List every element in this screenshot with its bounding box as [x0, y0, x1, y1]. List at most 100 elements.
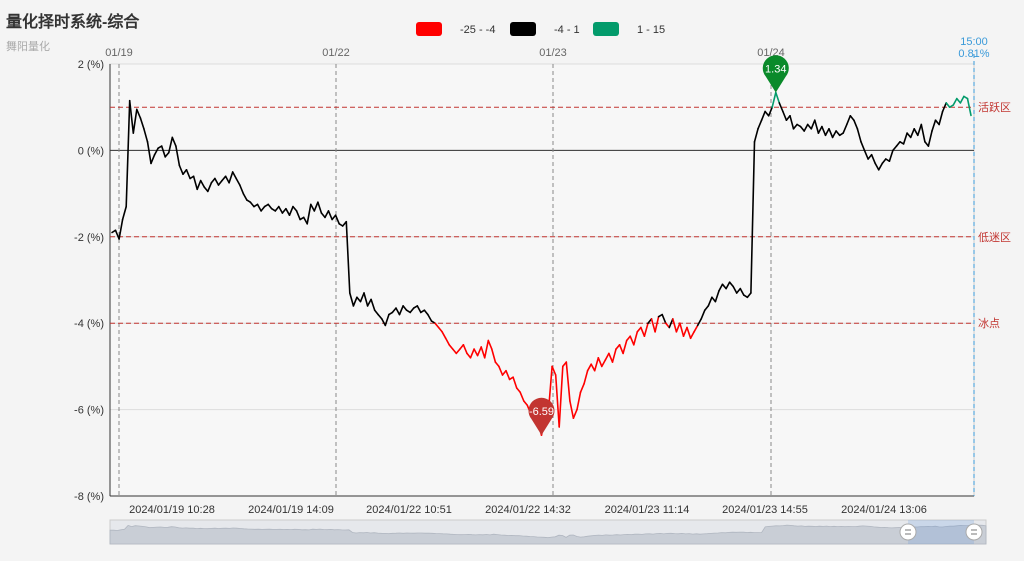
series-segment	[118, 218, 124, 240]
day-marker-label: 01/23	[539, 47, 567, 59]
datazoom-handle-left[interactable]	[899, 523, 917, 541]
series-segment	[767, 106, 774, 117]
series-segment	[764, 110, 770, 117]
series-segment	[682, 326, 688, 338]
series-segment	[813, 119, 820, 134]
series-segment	[139, 117, 145, 130]
series-segment	[480, 346, 486, 359]
series-segment	[515, 387, 522, 394]
series-segment	[842, 123, 848, 134]
series-segment	[210, 177, 216, 184]
series-segment	[750, 141, 756, 294]
series-segment	[668, 318, 674, 329]
series-segment	[622, 339, 628, 355]
series-segment	[618, 343, 624, 355]
series-segment	[519, 391, 525, 402]
x-tick-label: 2024/01/23 11:14	[605, 504, 690, 516]
datazoom-handle-right[interactable]	[965, 523, 983, 541]
current-time-label: 15:00	[960, 36, 988, 48]
series-segment	[490, 348, 497, 363]
series-segment	[952, 97, 958, 106]
series-segment	[306, 203, 312, 225]
series-segment	[650, 318, 656, 333]
x-tick-label: 2024/01/19 10:28	[129, 504, 215, 516]
series-segment	[160, 145, 166, 158]
series-segment	[959, 95, 965, 104]
series-segment	[583, 369, 589, 385]
series-segment	[324, 210, 330, 219]
series-segment	[945, 102, 951, 108]
series-segment	[703, 305, 710, 312]
series-segment	[505, 369, 511, 381]
x-tick-label: 2024/01/23 14:55	[722, 504, 808, 516]
series-segment	[888, 149, 894, 162]
series-segment	[927, 130, 933, 147]
series-segment	[203, 186, 209, 193]
datazoom-window	[908, 520, 974, 544]
series-segment	[753, 128, 759, 143]
series-segment	[689, 330, 695, 340]
series-segment	[398, 305, 404, 316]
series-segment	[792, 123, 798, 130]
series-segment	[824, 128, 830, 137]
series-segment	[881, 158, 887, 165]
series-segment	[696, 318, 703, 327]
series-segment	[168, 136, 174, 154]
datazoom-preview	[109, 524, 987, 545]
series-segment	[175, 145, 181, 167]
series-segment	[448, 343, 454, 350]
series-segment	[714, 289, 720, 303]
series-segment	[661, 313, 667, 325]
series-segment	[370, 298, 376, 312]
series-segment	[437, 326, 443, 333]
series-segment	[182, 169, 188, 175]
series-segment	[128, 99, 135, 134]
series-segment	[625, 335, 632, 342]
series-segment	[728, 281, 735, 288]
series-segment	[249, 201, 255, 208]
series-segment	[476, 346, 483, 357]
series-segment	[434, 322, 440, 329]
series-segment	[331, 214, 337, 221]
series-segment	[363, 292, 369, 307]
series-segment	[565, 361, 571, 402]
series-segment	[217, 179, 223, 186]
series-segment	[121, 205, 127, 221]
series-segment	[384, 313, 390, 327]
y-tick-label: -8 (%)	[74, 491, 104, 503]
series-segment	[778, 102, 784, 113]
zone-label: 冰点	[978, 317, 1000, 330]
series-segment	[739, 287, 745, 296]
series-segment	[629, 335, 635, 346]
series-segment	[320, 212, 326, 219]
series-segment	[579, 382, 585, 394]
series-segment	[593, 356, 600, 372]
series-segment	[192, 175, 198, 191]
series-segment	[789, 115, 795, 130]
series-segment	[774, 91, 781, 104]
series-segment	[487, 339, 493, 350]
y-tick-label: -4 (%)	[74, 318, 104, 330]
series-segment	[373, 309, 380, 316]
series-segment	[845, 115, 852, 126]
series-segment	[906, 132, 912, 139]
series-segment	[260, 205, 266, 212]
series-segment	[136, 108, 142, 119]
series-segment	[462, 343, 468, 355]
y-tick-label: 0 (%)	[78, 145, 104, 157]
series-segment	[700, 309, 706, 320]
day-marker-label: 01/19	[105, 47, 133, 59]
series-segment	[913, 128, 919, 137]
series-segment	[380, 318, 387, 327]
x-tick-label: 2024/01/19 14:09	[248, 504, 334, 516]
series-segment	[707, 296, 713, 307]
series-segment	[224, 175, 230, 184]
series-segment	[498, 365, 504, 376]
x-tick-label: 2024/01/24 13:06	[841, 504, 927, 516]
series-segment	[466, 352, 472, 359]
series-segment	[597, 356, 603, 368]
series-segment	[196, 179, 202, 191]
series-segment	[569, 400, 575, 420]
series-segment	[483, 339, 490, 359]
series-segment	[199, 179, 206, 188]
